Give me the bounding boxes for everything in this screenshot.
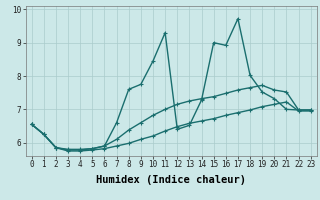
X-axis label: Humidex (Indice chaleur): Humidex (Indice chaleur) bbox=[96, 175, 246, 185]
